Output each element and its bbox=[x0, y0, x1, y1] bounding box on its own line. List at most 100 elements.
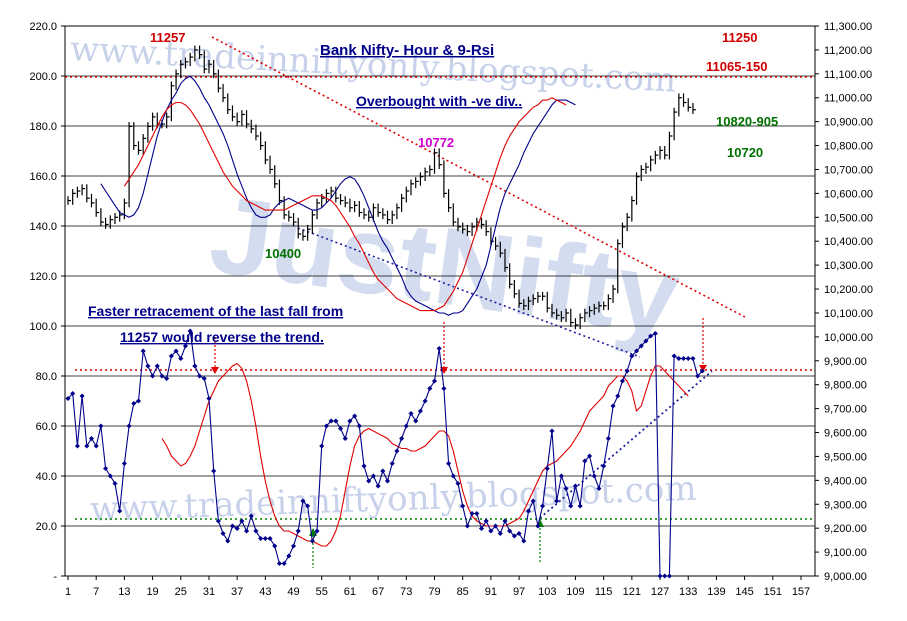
plot-area-border bbox=[64, 25, 816, 577]
rsi-point bbox=[253, 528, 259, 534]
rsi-point bbox=[615, 393, 621, 399]
rsi-point bbox=[455, 480, 461, 487]
right-tick-label: 11,100.00 bbox=[824, 69, 872, 81]
rsi-point bbox=[309, 538, 315, 544]
rsi-point bbox=[70, 390, 76, 397]
note-line-2: 11257 would reverse the trend. bbox=[120, 329, 324, 345]
label-overbought: Overbought with -ve div.. bbox=[356, 93, 522, 109]
left-tick-label: 220.0 bbox=[29, 21, 57, 33]
rsi-point bbox=[178, 355, 184, 362]
right-tick-label: 10,900.00 bbox=[824, 117, 873, 129]
right-tick-label: 10,000.00 bbox=[824, 332, 873, 344]
right-tick-label: 10,600.00 bbox=[824, 188, 873, 200]
rsi-point bbox=[568, 503, 574, 509]
rsi-point bbox=[680, 355, 687, 362]
rsi-point bbox=[563, 485, 569, 492]
left-tick-label: 180.0 bbox=[29, 121, 57, 133]
rsi-point bbox=[164, 375, 170, 382]
right-tick-label: 11,000.00 bbox=[824, 93, 872, 105]
rsi-point bbox=[591, 473, 597, 479]
right-tick-label: 9,200.00 bbox=[824, 523, 867, 535]
rsi-point bbox=[633, 348, 640, 354]
right-axis-ticks: 9,000.00 9,100.00 9,200.00 9,300.00 9,400.00… bbox=[815, 21, 873, 583]
rsi-point bbox=[464, 523, 470, 529]
rsi-point bbox=[516, 530, 522, 537]
arrow-red-1-head bbox=[211, 367, 219, 374]
left-tick-label: 80.0 bbox=[36, 371, 57, 383]
rsi-point bbox=[262, 535, 268, 542]
rsi-point bbox=[446, 460, 452, 467]
rsi-point bbox=[150, 373, 156, 379]
rsi-points bbox=[65, 328, 705, 579]
x-tick-label: 49 bbox=[287, 586, 299, 598]
x-tick-label: 1 bbox=[65, 586, 71, 598]
price-bars bbox=[67, 45, 696, 330]
rsi-point bbox=[666, 573, 672, 579]
rsi-point bbox=[408, 410, 414, 417]
rsi-point bbox=[187, 328, 193, 334]
x-tick-label: 61 bbox=[344, 586, 356, 598]
left-tick-label: 140.0 bbox=[29, 221, 57, 233]
x-tick-label: 151 bbox=[764, 586, 782, 598]
rsi-point bbox=[638, 343, 644, 349]
x-tick-label: 157 bbox=[792, 586, 810, 598]
rsi-point bbox=[417, 408, 423, 414]
ma-short-line bbox=[100, 75, 576, 316]
rsi-point bbox=[657, 573, 663, 579]
rsi-point bbox=[197, 373, 203, 379]
rsi-point bbox=[145, 363, 151, 369]
label-11065-150: 11065-150 bbox=[706, 59, 767, 74]
rsi-point bbox=[389, 460, 395, 467]
rsi-point bbox=[521, 538, 527, 544]
x-tick-label: 109 bbox=[566, 586, 584, 598]
rsi-point bbox=[154, 363, 160, 369]
rsi-point bbox=[206, 395, 212, 402]
x-tick-label: 103 bbox=[538, 586, 556, 598]
price-downtrend-line bbox=[211, 36, 746, 318]
rsi-point bbox=[370, 473, 376, 479]
x-axis-ticks: 1 7 13 19 25 31 37 43 49 55 61 67 73 79 85 91 97 103 109 11… bbox=[65, 576, 810, 598]
rsi-point bbox=[478, 525, 485, 532]
rsi-point bbox=[126, 423, 132, 429]
left-tick-label: 200.0 bbox=[29, 71, 57, 83]
rsi-point bbox=[483, 518, 489, 524]
x-tick-label: 97 bbox=[513, 586, 525, 598]
rsi-line bbox=[67, 330, 703, 577]
right-tick-label: 9,100.00 bbox=[824, 547, 867, 559]
right-tick-label: 9,800.00 bbox=[824, 380, 867, 392]
rsi-point bbox=[290, 543, 297, 549]
rsi-point bbox=[676, 355, 682, 362]
right-tick-label: 10,400.00 bbox=[824, 236, 873, 248]
rsi-point bbox=[361, 463, 367, 469]
rsi-point bbox=[342, 435, 348, 442]
label-10400: 10400 bbox=[265, 246, 301, 261]
x-tick-label: 127 bbox=[651, 586, 669, 598]
right-tick-label: 10,100.00 bbox=[824, 308, 873, 320]
rsi-point bbox=[643, 338, 649, 344]
rsi-point bbox=[469, 510, 475, 517]
rsi-point bbox=[403, 423, 409, 429]
rsi-point bbox=[267, 535, 273, 542]
rsi-point bbox=[493, 523, 499, 529]
rsi-point bbox=[84, 443, 90, 449]
rsi-point bbox=[535, 523, 541, 529]
rsi-point bbox=[605, 435, 611, 442]
rsi-point bbox=[103, 465, 109, 472]
rsi-point bbox=[544, 465, 550, 472]
label-10772: 10772 bbox=[418, 135, 454, 150]
rsi-point bbox=[572, 483, 579, 489]
rsi-point bbox=[380, 468, 386, 474]
rsi-point bbox=[192, 363, 198, 369]
x-tick-label: 7 bbox=[93, 586, 99, 598]
rsi-point bbox=[281, 560, 287, 567]
rsi-point bbox=[93, 443, 99, 449]
rsi-point bbox=[450, 473, 456, 479]
rsi-point bbox=[328, 418, 334, 424]
x-tick-label: 79 bbox=[428, 586, 440, 598]
right-tick-label: 11,300.00 bbox=[824, 21, 872, 33]
rsi-point bbox=[107, 473, 113, 479]
rsi-point bbox=[427, 385, 433, 392]
rsi-point bbox=[333, 418, 339, 424]
x-tick-label: 139 bbox=[707, 586, 725, 598]
rsi-point bbox=[201, 375, 207, 382]
